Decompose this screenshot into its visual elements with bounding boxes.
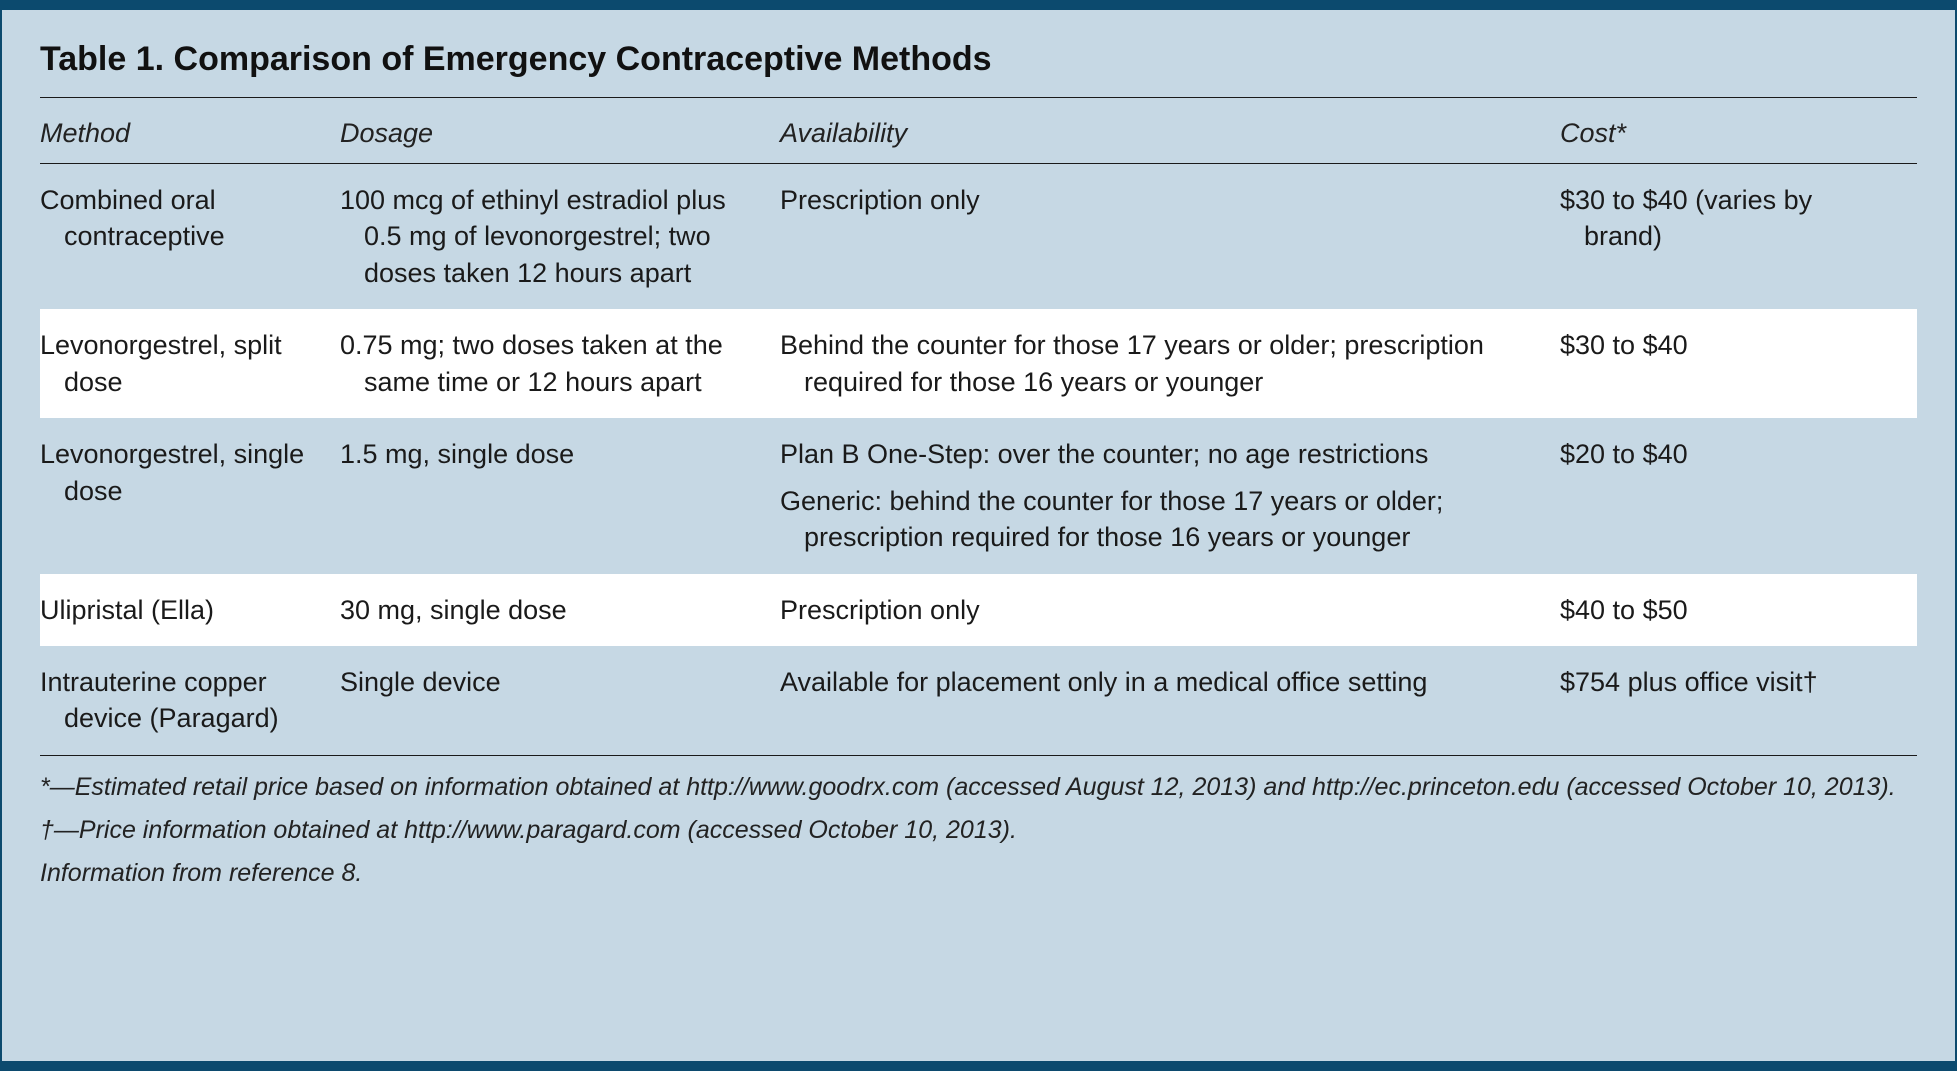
cell-availability-line: Plan B One-Step: over the counter; no ag… [780,436,1540,472]
cell-cost: $754 plus office visit† [1560,664,1840,737]
cell-availability: Behind the counter for those 17 years or… [780,327,1560,400]
cell-dosage: Single device [340,664,780,737]
cell-dosage: 100 mcg of ethinyl estradiol plus 0.5 mg… [340,182,780,291]
cell-availability: Prescription only [780,592,1560,628]
cell-availability-line: Behind the counter for those 17 years or… [780,327,1540,400]
cell-availability-line: Prescription only [780,592,1540,628]
cell-availability: Prescription only [780,182,1560,291]
footnote-dagger: †—Price information obtained at http://w… [40,813,1917,848]
table-container: Table 1. Comparison of Emergency Contrac… [0,0,1957,1071]
footnote-source: Information from reference 8. [40,856,1917,891]
table-header-row: Method Dosage Availability Cost* [40,98,1917,163]
footnotes: *—Estimated retail price based on inform… [40,756,1917,891]
footnote-star: *—Estimated retail price based on inform… [40,770,1917,805]
cell-method: Levonorgestrel, split dose [40,327,340,400]
cell-dosage: 30 mg, single dose [340,592,780,628]
cell-method: Combined oral contraceptive [40,182,340,291]
cell-cost: $30 to $40 (varies by brand) [1560,182,1840,291]
cell-cost: $40 to $50 [1560,592,1840,628]
table-row: Combined oral contraceptive 100 mcg of e… [40,164,1917,309]
col-header-cost: Cost* [1560,118,1840,149]
cell-availability-line: Available for placement only in a medica… [780,664,1540,700]
cell-availability: Plan B One-Step: over the counter; no ag… [780,436,1560,555]
table-title: Table 1. Comparison of Emergency Contrac… [40,40,1917,79]
col-header-dosage: Dosage [340,118,780,149]
cell-availability-line: Generic: behind the counter for those 17… [780,483,1540,556]
cell-availability: Available for placement only in a medica… [780,664,1560,737]
cell-cost: $30 to $40 [1560,327,1840,400]
table-row: Ulipristal (Ella) 30 mg, single dose Pre… [40,574,1917,646]
table-row: Levonorgestrel, single dose 1.5 mg, sing… [40,418,1917,573]
cell-availability-line: Prescription only [780,182,1540,218]
cell-method: Ulipristal (Ella) [40,592,340,628]
table-body: Combined oral contraceptive 100 mcg of e… [40,164,1917,755]
col-header-method: Method [40,118,340,149]
table-row: Levonorgestrel, split dose 0.75 mg; two … [40,309,1917,418]
cell-method: Levonorgestrel, single dose [40,436,340,555]
table-row: Intrauterine copper device (Paragard) Si… [40,646,1917,755]
cell-method: Intrauterine copper device (Paragard) [40,664,340,737]
col-header-availability: Availability [780,118,1560,149]
cell-dosage: 0.75 mg; two doses taken at the same tim… [340,327,780,400]
cell-cost: $20 to $40 [1560,436,1840,555]
cell-dosage: 1.5 mg, single dose [340,436,780,555]
